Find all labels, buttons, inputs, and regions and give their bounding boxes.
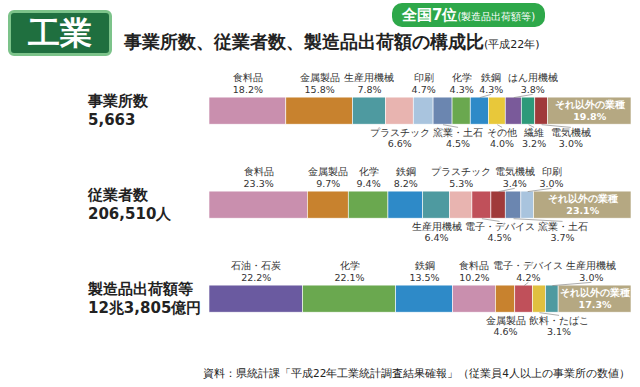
svg-text:鉄鋼: 鉄鋼 <box>481 72 501 83</box>
svg-text:9.4%: 9.4% <box>357 178 381 189</box>
svg-text:それ以外の業種: それ以外の業種 <box>560 287 630 298</box>
svg-text:3.0%: 3.0% <box>559 138 583 149</box>
svg-text:金属製品: 金属製品 <box>300 72 340 83</box>
html-text:製造品出荷額等: 製造品出荷額等 <box>88 280 193 298</box>
svg-text:23.3%: 23.3% <box>244 178 274 189</box>
svg-text:8.2%: 8.2% <box>394 178 418 189</box>
svg-text:4.7%: 4.7% <box>412 84 436 95</box>
svg-text:15.8%: 15.8% <box>305 84 335 95</box>
svg-text:金属製品: 金属製品 <box>486 315 526 326</box>
html-text:工業: 工業 <box>28 14 92 52</box>
svg-text:電子・デバイス: 電子・デバイス <box>465 221 535 232</box>
svg-text:4.5%: 4.5% <box>487 232 511 243</box>
svg-text:電気機械: 電気機械 <box>495 166 535 177</box>
svg-text:石油・石炭: 石油・石炭 <box>231 260 281 271</box>
svg-text:13.5%: 13.5% <box>409 272 439 283</box>
svg-text:22.1%: 22.1% <box>334 272 364 283</box>
svg-text:17.3%: 17.3% <box>579 299 612 310</box>
svg-text:鉄鋼: 鉄鋼 <box>396 166 416 177</box>
svg-text:生産用機械: 生産用機械 <box>566 260 616 271</box>
html-text:事業所数: 事業所数 <box>88 92 148 110</box>
svg-text:飲料・たばこ: 飲料・たばこ <box>529 315 589 326</box>
svg-text:4.5%: 4.5% <box>446 138 470 149</box>
svg-text:食料品: 食料品 <box>244 166 274 177</box>
svg-text:3.0%: 3.0% <box>539 178 563 189</box>
svg-text:4.0%: 4.0% <box>490 138 514 149</box>
svg-text:繊維: 繊維 <box>523 127 544 138</box>
svg-text:化学: 化学 <box>359 166 379 177</box>
svg-text:生産用機械: 生産用機械 <box>412 221 462 232</box>
svg-text:食料品: 食料品 <box>233 72 263 83</box>
svg-text:3.2%: 3.2% <box>522 138 546 149</box>
svg-text:その他: その他 <box>487 127 517 138</box>
svg-text:プラスチック: プラスチック <box>431 166 491 177</box>
svg-text:3.0%: 3.0% <box>579 272 603 283</box>
svg-text:10.2%: 10.2% <box>459 272 489 283</box>
svg-text:22.2%: 22.2% <box>241 272 271 283</box>
svg-text:窯業・土石: 窯業・土石 <box>433 127 483 138</box>
svg-text:4.2%: 4.2% <box>516 272 540 283</box>
svg-text:7.8%: 7.8% <box>357 84 381 95</box>
svg-text:プラスチック: プラスチック <box>370 127 430 138</box>
svg-text:5.3%: 5.3% <box>449 178 473 189</box>
html-text:資料：県統計課「平成22年工業統計調査結果確報」（従業員4人: 資料：県統計課「平成22年工業統計調査結果確報」（従業員4人以上の事業所の数値） <box>203 367 630 379</box>
html-text:12兆3,805億円: 12兆3,805億円 <box>88 299 202 317</box>
svg-text:9.7%: 9.7% <box>316 178 340 189</box>
svg-text:それ以外の業種: それ以外の業種 <box>548 193 618 204</box>
svg-text:窯業・土石: 窯業・土石 <box>538 221 588 232</box>
svg-text:18.2%: 18.2% <box>233 84 263 95</box>
svg-text:鉄鋼: 鉄鋼 <box>415 260 435 271</box>
html-text:従業者数: 従業者数 <box>88 186 148 204</box>
svg-text:はん用機械: はん用機械 <box>508 72 558 83</box>
svg-text:3.4%: 3.4% <box>503 178 527 189</box>
svg-text:3.8%: 3.8% <box>521 84 545 95</box>
html-text:事業所数、従業者数、製造品出荷額の構成比(平成22年): 事業所数、従業者数、製造品出荷額の構成比(平成22年) <box>124 31 540 52</box>
svg-text:4.3%: 4.3% <box>479 84 503 95</box>
svg-text:化学: 化学 <box>452 72 472 83</box>
svg-text:3.7%: 3.7% <box>550 232 574 243</box>
svg-text:電気機械: 電気機械 <box>551 127 591 138</box>
svg-text:それ以外の業種: それ以外の業種 <box>555 99 625 110</box>
svg-text:金属製品: 金属製品 <box>308 166 348 177</box>
svg-text:印刷: 印刷 <box>542 166 562 177</box>
html-text:全国7位(製造品出荷額等): 全国7位(製造品出荷額等) <box>402 6 536 24</box>
svg-text:6.4%: 6.4% <box>424 232 448 243</box>
svg-text:23.1%: 23.1% <box>566 205 599 216</box>
svg-text:電子・デバイス: 電子・デバイス <box>493 260 563 271</box>
svg-text:4.6%: 4.6% <box>494 326 518 337</box>
svg-text:生産用機械: 生産用機械 <box>344 72 394 83</box>
svg-text:6.6%: 6.6% <box>388 138 412 149</box>
svg-text:食料品: 食料品 <box>459 260 489 271</box>
svg-text:化学: 化学 <box>340 260 360 271</box>
svg-text:印刷: 印刷 <box>414 72 434 83</box>
html-text:5,663: 5,663 <box>88 111 136 129</box>
svg-text:3.1%: 3.1% <box>547 326 571 337</box>
svg-text:4.3%: 4.3% <box>450 84 474 95</box>
svg-text:19.8%: 19.8% <box>573 111 606 122</box>
html-text:206,510人: 206,510人 <box>88 205 172 223</box>
